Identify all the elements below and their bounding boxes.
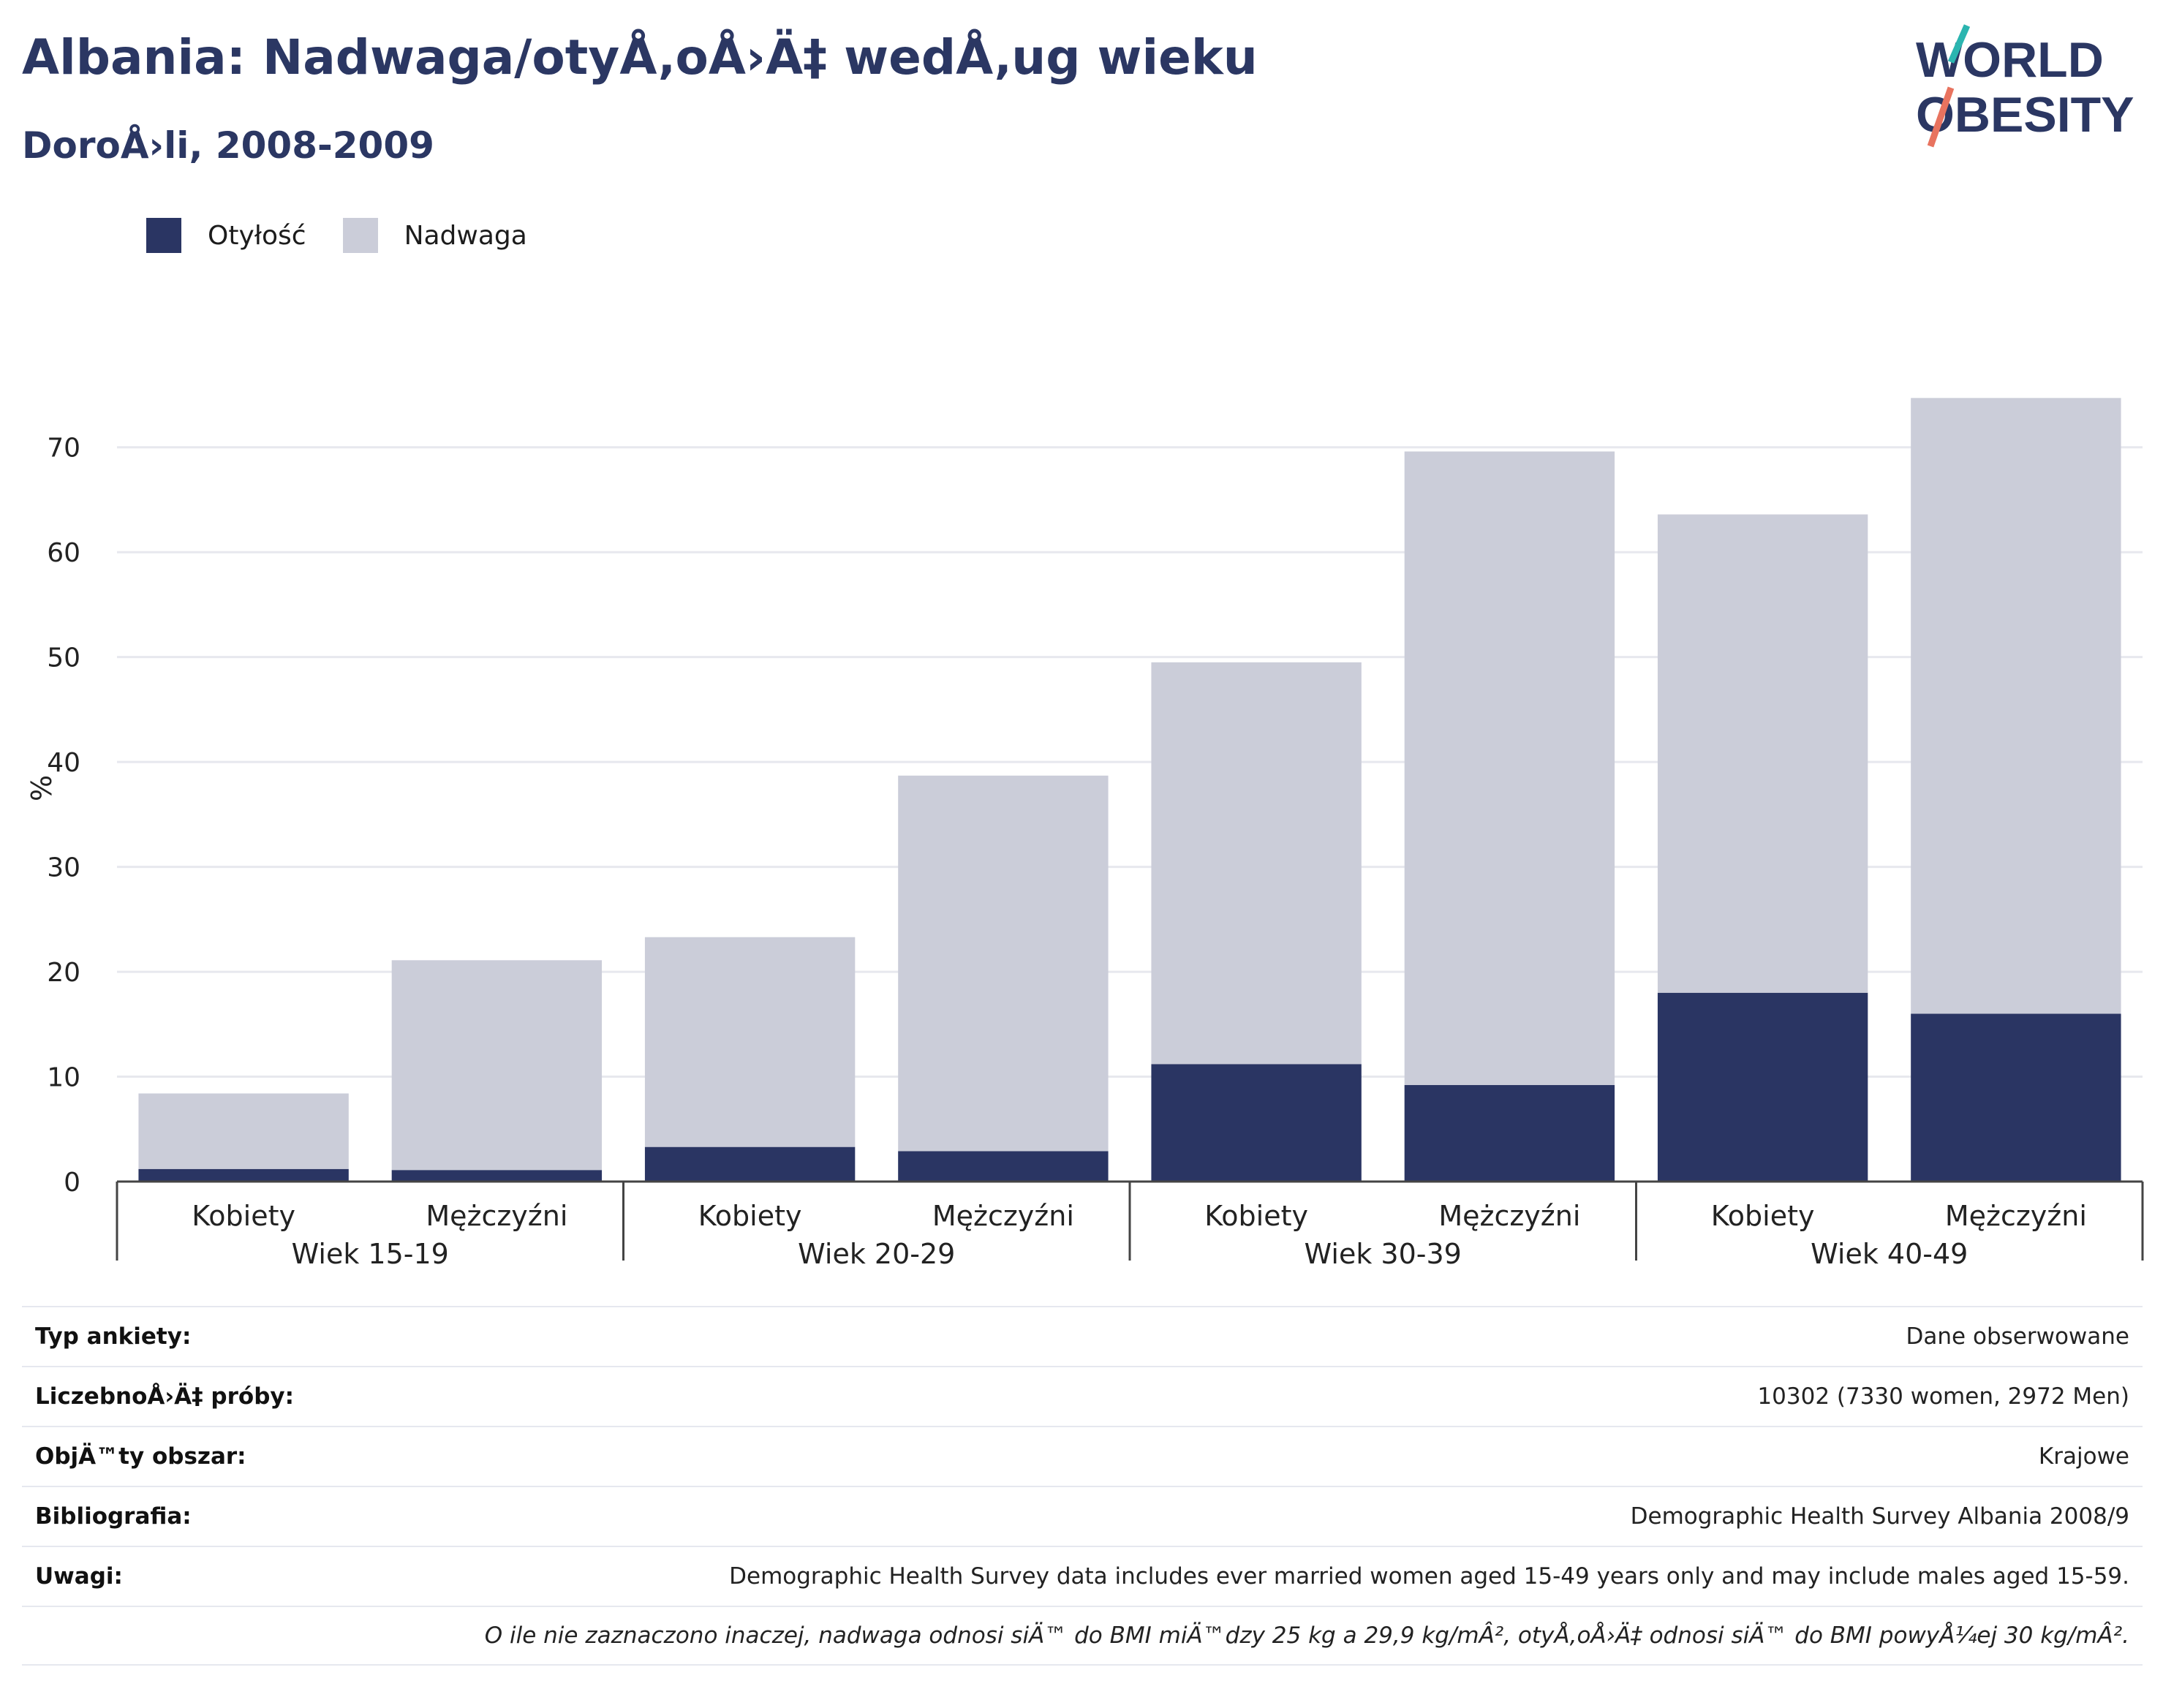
bar-obesity [1657,992,1868,1182]
info-value: 10302 (7330 women, 2972 Men) [1757,1383,2129,1410]
stacked-bar-chart: 0 10 20 30 40 50 60 70% Kobiety Mężczyźni Kobiety M… [26,398,2144,1270]
x-group-label: Wiek 40-49 [1811,1238,1968,1270]
info-label: LiczebnoÅ›Ä‡ próby: [35,1383,295,1410]
logo-line1: WORLD [1916,32,2104,88]
bar-obesity [391,1170,603,1182]
legend-item-obesity[interactable]: Otyłość [146,218,306,253]
info-label: Uwagi: [35,1563,123,1590]
legend-label-overweight: Nadwaga [404,220,527,251]
bar-overweight [1404,451,1615,1086]
info-label: ObjÄ™ty obszar: [35,1443,246,1470]
world-obesity-logo: WORLD OBESITY [1916,24,2134,148]
y-axis-label: % [26,775,58,801]
chart-subtitle: DoroÅ›li, 2008-2009 [22,124,434,167]
info-value: Demographic Health Survey Albania 2008/9 [1630,1503,2129,1530]
bar-overweight [1911,398,2121,1014]
info-row-definition-note: O ile nie zaznaczono inaczej, nadwaga od… [22,1606,2143,1666]
bar-obesity [1911,1013,2121,1182]
y-tick-label: 0 [64,1168,80,1198]
x-category-label: Mężczyźni [426,1200,567,1232]
chart-title: Albania: Nadwaga/otyÅ‚oÅ›Ä‡ wedÅ‚ug wiek… [22,29,1258,86]
y-tick-label: 50 [47,643,80,673]
info-label: Bibliografia: [35,1503,192,1530]
x-category-label: Mężczyźni [932,1200,1074,1232]
legend-swatch-obesity [146,218,181,253]
x-group-label: Wiek 15-19 [292,1238,449,1270]
x-group-label: Wiek 30-39 [1305,1238,1462,1270]
logo-accent-teal [1947,24,1971,64]
bar-obesity [1404,1085,1615,1182]
info-value: Demographic Health Survey data includes … [729,1563,2129,1590]
legend: Otyłość Nadwaga [146,216,564,254]
info-row-sample-size: LiczebnoÅ›Ä‡ próby: 10302 (7330 women, 2… [22,1366,2143,1426]
bar-overweight [898,775,1109,1152]
legend-swatch-overweight [342,218,378,253]
y-tick-label: 40 [47,748,80,778]
info-value: Dane obserwowane [1906,1323,2129,1350]
bar-overweight [1657,514,1868,993]
logo-line2: OBESITY [1916,87,2134,143]
bar-overweight [1151,662,1362,1065]
info-row-survey-type: Typ ankiety: Dane obserwowane [22,1306,2143,1366]
info-table: Typ ankiety: Dane obserwowane LiczebnoÅ›… [22,1306,2143,1666]
y-tick-label: 10 [47,1063,80,1093]
legend-item-overweight[interactable]: Nadwaga [342,218,527,253]
logo-accent-coral [1927,86,1955,148]
x-category-label: Kobiety [192,1200,295,1232]
legend-label-obesity: Otyłość [208,220,306,251]
x-category-label: Kobiety [698,1200,802,1232]
bar-obesity [644,1146,856,1182]
info-row-area: ObjÄ™ty obszar: Krajowe [22,1426,2143,1486]
bar-obesity [898,1151,1109,1182]
x-category-label: Kobiety [1711,1200,1815,1232]
x-category-label: Mężczyźni [1438,1200,1580,1232]
bar-overweight [138,1093,349,1169]
x-category-label: Kobiety [1204,1200,1308,1232]
y-tick-label: 20 [47,958,80,988]
x-group-label: Wiek 20-29 [798,1238,955,1270]
bar-overweight [391,960,603,1171]
bar-overweight [644,937,856,1147]
bar-obesity [138,1168,349,1182]
definition-note: O ile nie zaznaczono inaczej, nadwaga od… [484,1622,2129,1649]
info-value: Krajowe [2038,1443,2129,1470]
bar-obesity [1151,1064,1362,1182]
y-tick-label: 70 [47,434,80,464]
info-row-notes: Uwagi: Demographic Health Survey data in… [22,1546,2143,1606]
x-category-label: Mężczyźni [1945,1200,2087,1232]
info-label: Typ ankiety: [35,1323,192,1350]
info-row-bibliography: Bibliografia: Demographic Health Survey … [22,1486,2143,1546]
y-tick-label: 60 [47,538,80,568]
y-tick-label: 30 [47,853,80,883]
